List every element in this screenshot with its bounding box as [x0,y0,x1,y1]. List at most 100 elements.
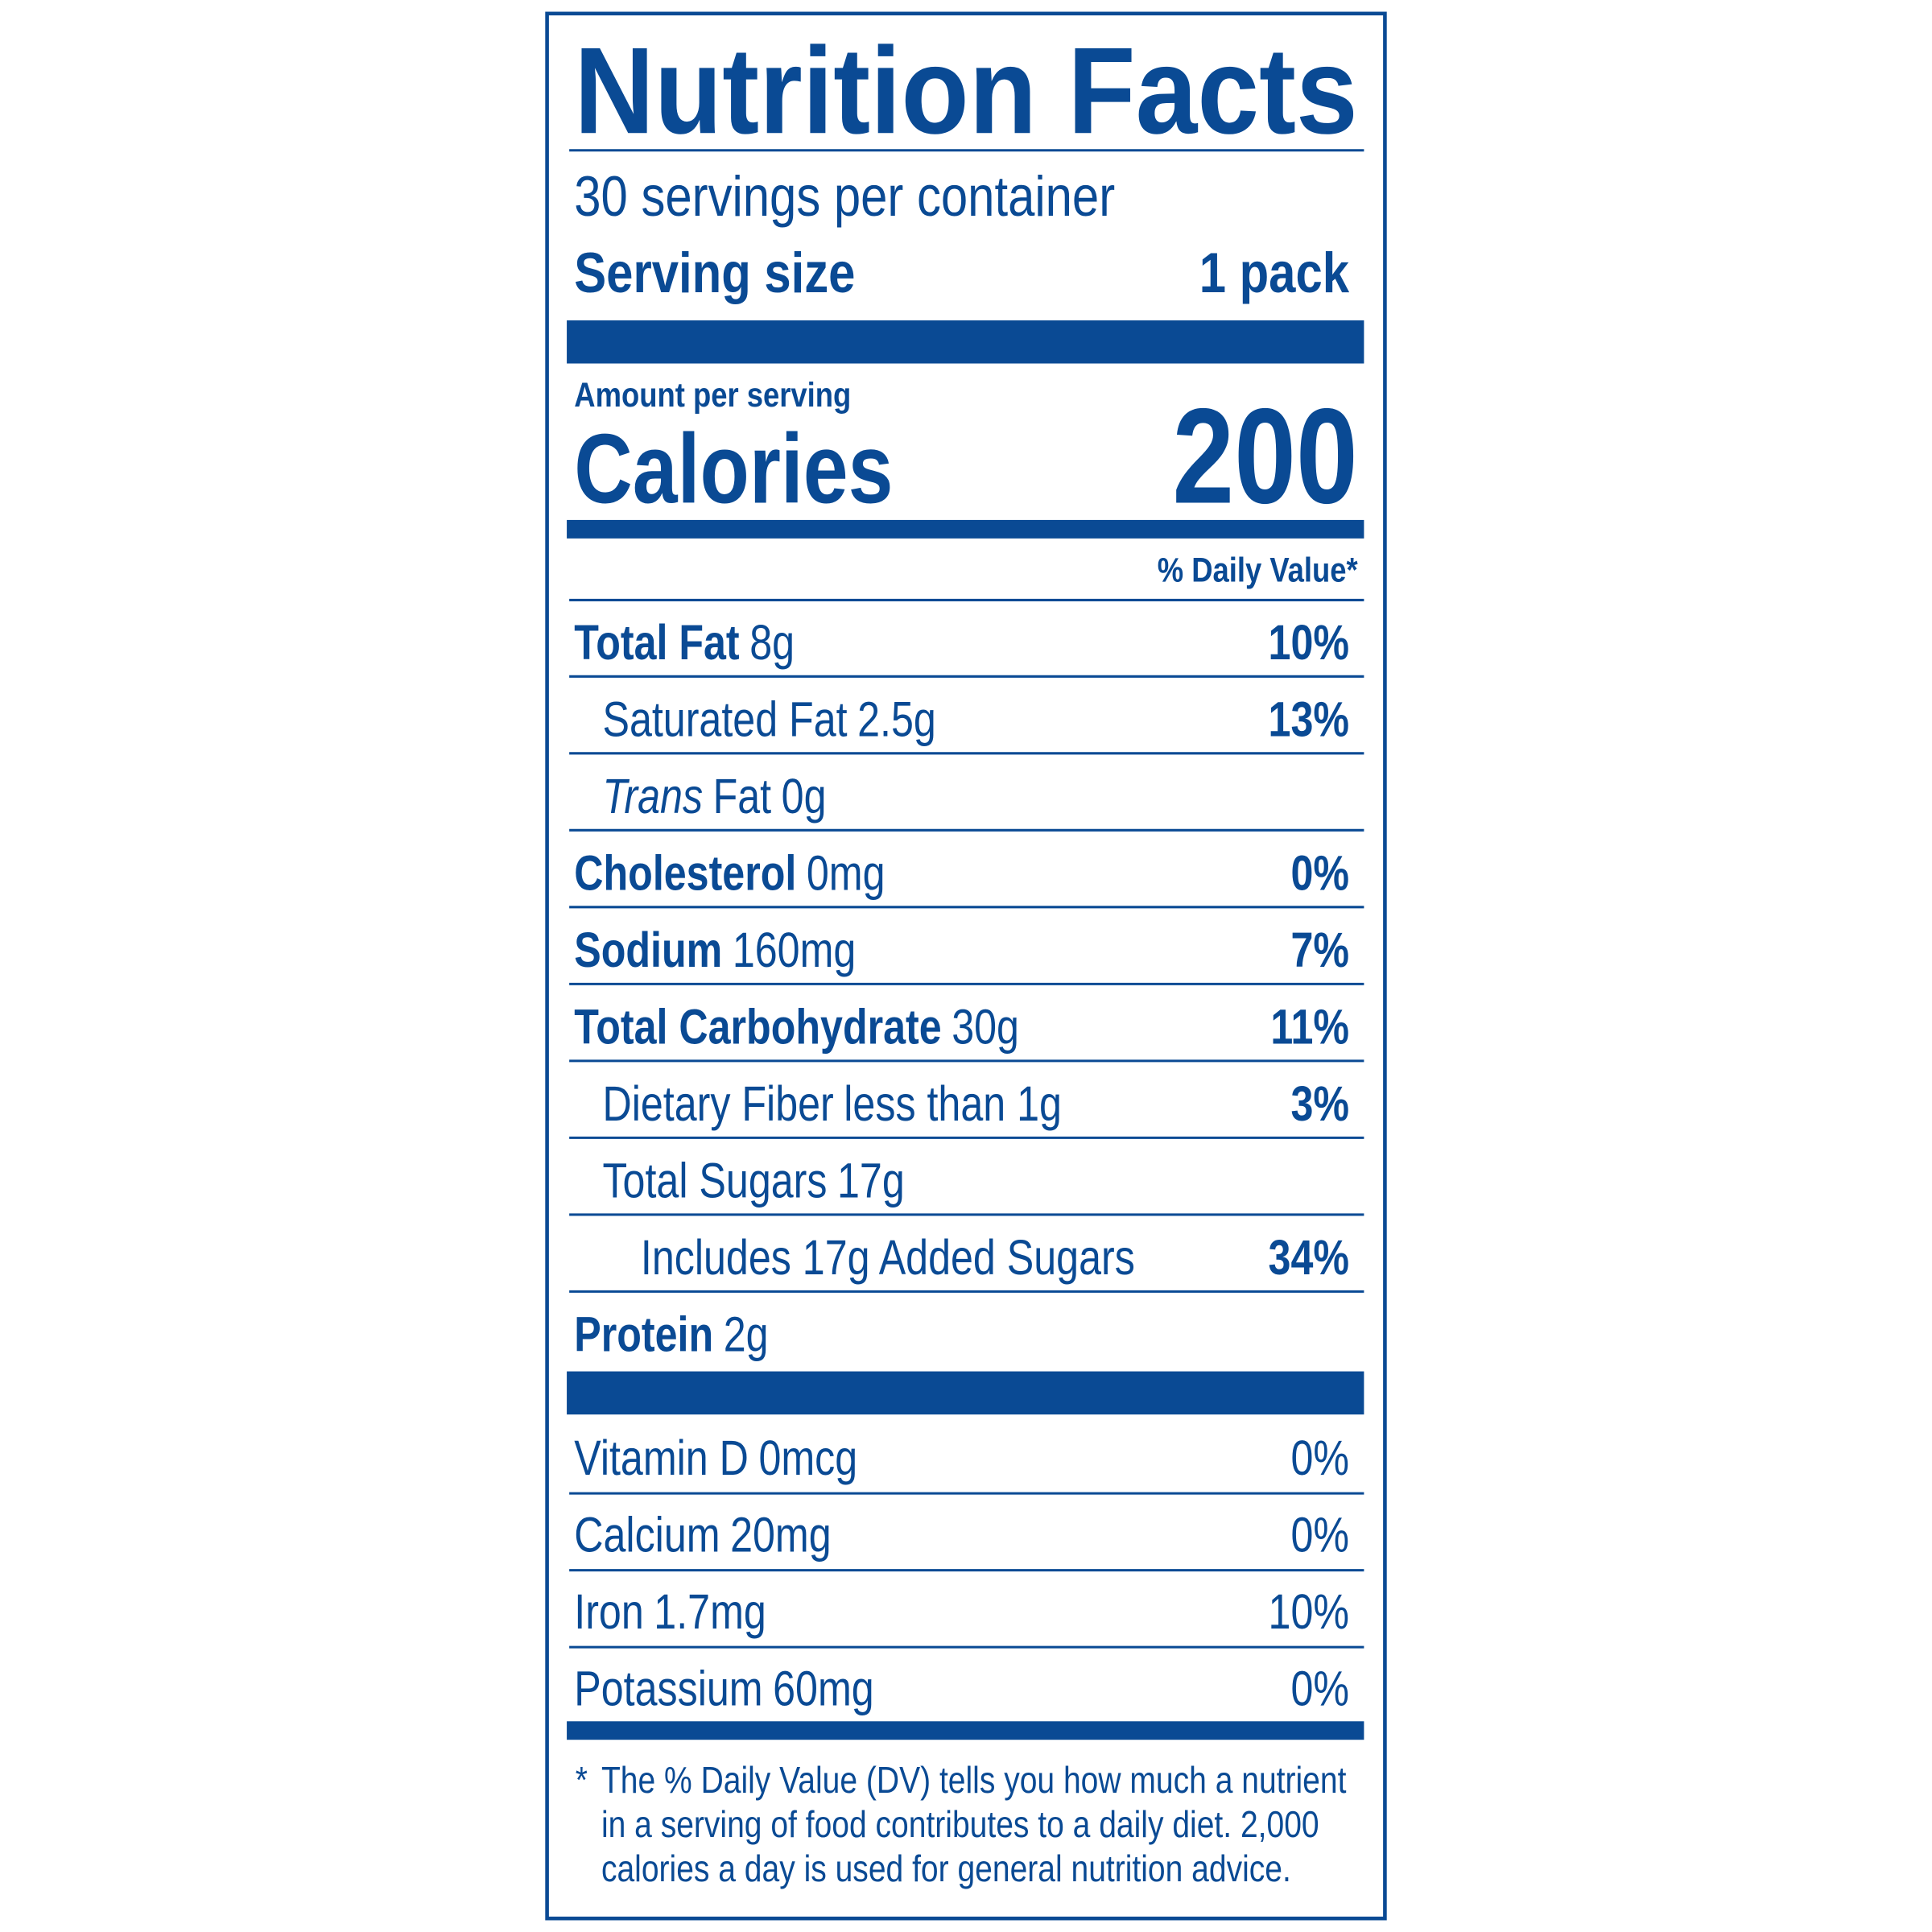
nutrient-name-group: Protein 2g [574,1307,768,1362]
nutrient-name-part: Saturated Fat [602,691,848,747]
label-border [545,11,1387,1921]
nutrient-name-group: Cholesterol 0mg [574,845,885,901]
vitamin-name-part: 1.7mg [654,1583,766,1639]
thick-bar [567,519,1364,539]
nutrient-name-group: Saturated Fat 2.5g [602,691,935,747]
nutrient-name-part: Includes 17g Added Sugars [641,1229,1135,1285]
footnote-marker-group: * [576,1760,588,1802]
vitamin-dv-part: 10% [1269,1583,1349,1639]
daily-value-header: % Daily Value* [1158,551,1358,589]
footnote-line-group: The % Daily Value (DV) tells you how muc… [601,1760,1347,1802]
nutrient-name-part: Cholesterol [574,845,796,901]
nutrient-dv-group: 3% [1290,1075,1349,1131]
nutrient-name-group: Trans Fat 0g [602,768,826,824]
nutrient-name-group: Total Sugars 17g [602,1153,904,1208]
vitamin-dv: 10% [1269,1583,1349,1639]
nutrient-name-part: Dietary Fiber [602,1075,833,1131]
nutrient-dv: 13% [1269,691,1349,747]
footnote-line: The % Daily Value (DV) tells you how muc… [601,1760,1347,1802]
vitamin-name: Calcium 20mg [574,1507,831,1563]
vitamin-name-group: Potassium 60mg [574,1661,873,1716]
vitamin-dv-group: 0% [1290,1661,1349,1716]
calories-value: 200 [1172,380,1357,531]
nutrient-dv-group: 34% [1269,1229,1349,1285]
nutrient-name-part: less than 1g [844,1075,1062,1131]
serving-size-label-part: Serving size [574,241,855,304]
nutrient-name-part: 0mg [807,845,886,901]
vitamin-name-part: Iron [574,1583,643,1639]
vitamin-name-part: 60mg [773,1661,874,1716]
serving-size-label-group: Serving size [574,241,855,304]
vitamin-dv-group: 0% [1290,1507,1349,1563]
vitamin-name: Iron 1.7mg [574,1583,766,1639]
nutrient-name-part: 8g [749,614,795,670]
daily-value-header-group: % Daily Value* [1158,551,1358,589]
nutrient-name-part: Total Sugars [602,1153,827,1208]
nutrient-name-group: Includes 17g Added Sugars [641,1229,1135,1285]
vitamin-dv: 0% [1290,1661,1349,1716]
footnote-marker-part: * [576,1760,588,1802]
nutrient-name: Total Fat 8g [574,614,795,670]
nutrient-dv: 10% [1269,614,1349,670]
nutrient-name-group: Sodium 160mg [574,922,856,977]
nutrient-name: Protein 2g [574,1307,768,1362]
nutrient-dv-part: 3% [1290,1075,1349,1131]
nutrient-name: Includes 17g Added Sugars [641,1229,1135,1285]
vitamin-name-group: Vitamin D 0mcg [574,1430,857,1485]
nutrient-name-part: 17g [837,1153,905,1208]
vitamin-name-part: Potassium [574,1661,762,1716]
servings-group: 30 servings per container [574,164,1115,228]
vitamin-dv-part: 0% [1290,1507,1349,1563]
nutrient-name-part: 30g [952,999,1019,1055]
nutrient-name: Dietary Fiber less than 1g [602,1075,1061,1131]
nutrient-name: Cholesterol 0mg [574,845,885,901]
vitamin-name: Vitamin D 0mcg [574,1430,857,1485]
nutrient-name-part: 0g [782,768,827,824]
footnote-line-part: The % Daily Value (DV) tells you how muc… [601,1760,1347,1802]
nutrient-name-part: 2.5g [857,691,936,747]
vitamin-dv-part: 0% [1290,1430,1349,1485]
nutrient-name-part: Fat [713,768,772,824]
vitamin-name-part: 20mg [730,1507,832,1563]
footnote-line-group: in a serving of food contributes to a da… [601,1804,1319,1846]
vitamin-name-part: Calcium [574,1507,720,1563]
vitamin-dv-part: 0% [1290,1661,1349,1716]
nutrient-name-part: Sodium [574,922,722,977]
calories-value-group: 200 [1172,380,1357,531]
nutrient-dv-part: 13% [1269,691,1349,747]
nutrient-dv-part: 10% [1269,614,1349,670]
serving-size-label: Serving size [574,241,855,304]
vitamin-name-part: Vitamin D [574,1430,749,1485]
nutrient-name: Saturated Fat 2.5g [602,691,935,747]
nutrient-dv: 7% [1290,922,1349,977]
nutrient-dv-group: 11% [1270,999,1349,1055]
nutrient-name: Sodium 160mg [574,922,856,977]
calories-value-part: 200 [1172,380,1357,531]
nutrient-name-part: 2g [724,1307,769,1362]
amount-per-serving-group: Amount per serving [574,376,851,414]
vitamin-name-part: 0mcg [758,1430,857,1485]
calories-label-part: Calories [574,414,893,524]
servings-part: 30 servings per container [574,164,1115,228]
thick-bar [567,1371,1364,1415]
title: Nutrition Facts [574,22,1357,159]
footnote-line: calories a day is used for general nutri… [601,1848,1291,1890]
serving-size-value-part: 1 pack [1199,241,1350,304]
serving-size-value-group: 1 pack [1199,241,1350,304]
daily-value-header-part: % Daily Value* [1158,551,1358,589]
footnote-line: in a serving of food contributes to a da… [601,1804,1319,1846]
footnote-marker: * [576,1760,588,1802]
footnote-line-group: calories a day is used for general nutri… [601,1848,1291,1890]
amount-per-serving-part: Amount per serving [574,376,851,414]
nutrient-dv-group: 10% [1269,614,1349,670]
thick-bar [567,1721,1364,1740]
nutrient-dv: 0% [1290,845,1349,901]
footnote-line-part: calories a day is used for general nutri… [601,1848,1291,1890]
nutrient-dv-group: 13% [1269,691,1349,747]
nutrient-dv-part: 11% [1270,999,1349,1055]
nutrient-name: Trans Fat 0g [602,768,826,824]
nutrient-dv-group: 7% [1290,922,1349,977]
vitamin-name-group: Iron 1.7mg [574,1583,766,1639]
